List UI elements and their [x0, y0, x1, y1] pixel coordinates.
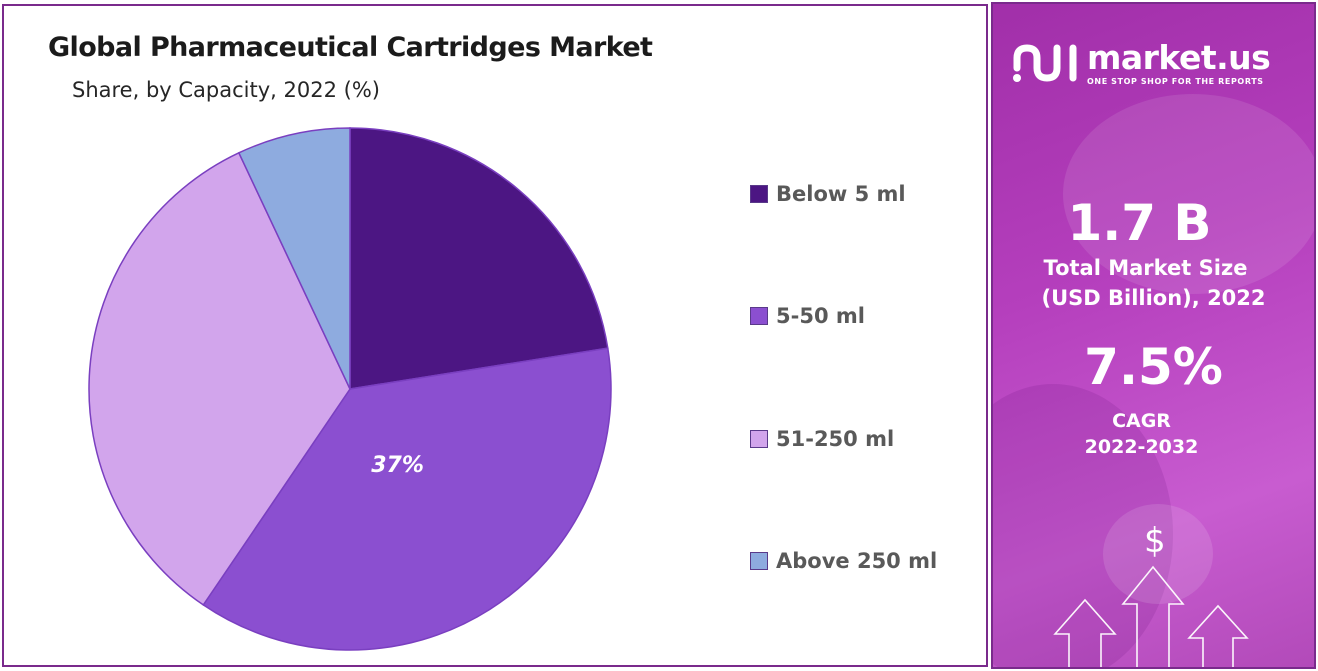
stats-side-panel: $ market.us ONE STOP SHOP FOR THE REPORT… — [991, 2, 1316, 669]
legend-item: 51-250 ml — [750, 427, 894, 451]
up-arrow-icon — [1121, 565, 1185, 667]
market-us-logo-icon — [1013, 44, 1077, 82]
legend-item: Above 250 ml — [750, 549, 937, 573]
chart-panel: Global Pharmaceutical Cartridges Market … — [2, 4, 988, 667]
market-size-label-line1: Total Market Size — [1043, 256, 1248, 280]
brand-logo: market.us ONE STOP SHOP FOR THE REPORTS — [1011, 37, 1271, 86]
pie-slice-51-250-ml — [88, 151, 351, 606]
up-arrow-icon — [1053, 598, 1117, 667]
legend-item: 5-50 ml — [750, 304, 865, 328]
cagr-value: 7.5% — [1084, 338, 1223, 396]
legend-label: Above 250 ml — [776, 549, 938, 573]
pie-data-label: 37% — [371, 453, 424, 478]
chart-subtitle: Share, by Capacity, 2022 (%) — [72, 78, 380, 102]
chart-title: Global Pharmaceutical Cartridges Market — [48, 32, 653, 63]
pie-slice-above-250-ml — [237, 127, 351, 390]
brand-name: market.us — [1087, 37, 1271, 77]
up-arrow-icon — [1187, 604, 1249, 667]
decorative-arrows — [1053, 565, 1249, 667]
market-size-value: 1.7 B — [1067, 194, 1212, 252]
brand-tagline: ONE STOP SHOP FOR THE REPORTS — [1087, 76, 1264, 86]
legend-swatch — [750, 552, 768, 570]
legend-swatch — [750, 430, 768, 448]
legend-label: 5-50 ml — [776, 304, 865, 328]
dollar-coin-icon: $ — [1144, 521, 1166, 561]
legend-swatch — [750, 185, 768, 203]
pie-slice-5-50-ml — [202, 347, 612, 651]
cagr-period: 2022-2032 — [1084, 436, 1199, 458]
legend-label: Below 5 ml — [776, 182, 906, 206]
pie-slice-below-5-ml — [349, 127, 609, 390]
legend-swatch — [750, 307, 768, 325]
legend-item: Below 5 ml — [750, 182, 906, 206]
market-size-label-line2: (USD Billion), 2022 — [1041, 286, 1266, 310]
cagr-label: CAGR — [1112, 410, 1171, 432]
legend-label: 51-250 ml — [776, 427, 895, 451]
pie-chart: 37% — [88, 127, 612, 651]
